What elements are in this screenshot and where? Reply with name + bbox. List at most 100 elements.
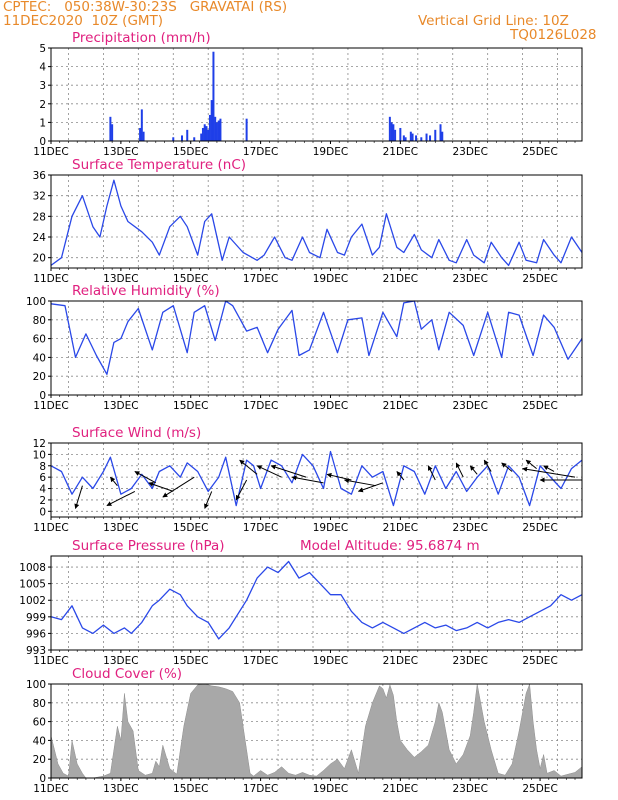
pres-xtick-label: 11DEC: [33, 655, 68, 667]
precip-ytick-label: 5: [39, 43, 46, 55]
temp-plot-area: [51, 175, 582, 268]
pres-title: Surface Pressure (hPa): [72, 538, 225, 554]
header-date: 11DEC2020 10Z (GMT): [3, 13, 164, 29]
precip-bar: [219, 118, 222, 141]
precip-panel: 0 1 2 3 4 5 11DEC 13DEC 15DEC 17DEC 19DEC 21DEC 23DE…: [33, 30, 583, 158]
wind-xtick-label: 11DEC: [33, 522, 68, 534]
wind-xtick-label: 25DEC: [522, 522, 557, 534]
precip-bar: [205, 126, 208, 141]
precip-bar: [142, 131, 145, 141]
temp-title: Surface Temperature (nC): [72, 157, 246, 173]
precip-bar: [181, 135, 184, 141]
pres-ytick-label: 1002: [19, 595, 46, 607]
model-altitude-label: Model Altitude: 95.6874 m: [300, 538, 480, 554]
precip-bar: [109, 116, 112, 141]
wind-wind-arrow: [74, 485, 83, 509]
wind-wind-arrow: [110, 476, 118, 487]
wind-wind-arrow: [543, 465, 555, 472]
cloud-ytick-label: 80: [33, 698, 46, 710]
wind-ytick-label: 2: [39, 495, 46, 507]
temp-ytick-label: 20: [33, 253, 46, 265]
precip-bar: [429, 135, 432, 141]
pres-xtick-label: 17DEC: [243, 655, 278, 667]
wind-wind-arrow: [291, 475, 324, 484]
precip-bar: [390, 122, 393, 141]
temp-ytick-label: 36: [33, 170, 47, 182]
precip-xtick-label: 11DEC: [33, 146, 68, 158]
precip-plot-area: [51, 48, 582, 141]
precip-title: Precipitation (mm/h): [72, 30, 211, 46]
header-grid-note: Vertical Grid Line: 10Z: [418, 13, 569, 29]
cloud-xtick-label: 15DEC: [173, 783, 208, 795]
temp-xtick-label: 25DEC: [522, 273, 557, 285]
wind-frame: [50, 442, 583, 518]
precip-bar: [420, 137, 423, 141]
cloud-xtick-label: 17DEC: [243, 783, 278, 795]
precip-frame: [50, 47, 583, 142]
wind-wind-arrow: [256, 465, 282, 478]
pres-series-line: [50, 560, 583, 640]
temp-xtick-label: 15DEC: [173, 273, 208, 285]
wind-wind-arrow: [162, 476, 195, 498]
precip-bar: [140, 109, 143, 141]
wind-title: Surface Wind (m/s): [72, 425, 201, 441]
wind-wind-arrow: [427, 465, 436, 481]
rh-frame: [50, 300, 583, 396]
precip-bar: [399, 127, 402, 141]
rh-ytick-label: 100: [26, 296, 46, 308]
wind-ytick-label: 4: [39, 484, 46, 496]
wind-wind-arrow: [343, 478, 376, 487]
rh-plot-area: [51, 301, 582, 395]
pres-ytick-label: 1008: [19, 562, 46, 574]
wind-wind-arrow: [270, 464, 307, 478]
precip-bar: [208, 114, 211, 141]
wind-wind-arrow: [148, 481, 174, 492]
cloud-frame: [50, 683, 583, 779]
pres-xtick-label: 25DEC: [522, 655, 557, 667]
temp-xtick-label: 23DEC: [452, 273, 487, 285]
pres-xtick-label: 13DEC: [103, 655, 138, 667]
rh-ytick-label: 20: [33, 371, 46, 383]
precip-ytick-label: 0: [39, 136, 46, 148]
header-location: CPTEC: 050:38W-30:23S GRAVATAI (RS): [3, 0, 288, 15]
temp-frame: [50, 174, 583, 269]
rh-xtick-label: 17DEC: [243, 400, 278, 412]
precip-bar: [409, 131, 412, 141]
rh-ytick-label: 40: [33, 352, 46, 364]
rh-title: Relative Humidity (%): [72, 283, 220, 299]
precip-xtick-label: 15DEC: [173, 146, 208, 158]
wind-xtick-label: 21DEC: [383, 522, 418, 534]
precip-bar: [172, 137, 175, 141]
temp-xtick-label: 13DEC: [103, 273, 138, 285]
pres-xtick-label: 23DEC: [452, 655, 487, 667]
cloud-xtick-label: 21DEC: [383, 783, 418, 795]
rh-xtick-label: 23DEC: [452, 400, 487, 412]
precip-bar: [439, 124, 442, 141]
cloud-title: Cloud Cover (%): [72, 666, 182, 682]
rh-xtick-label: 15DEC: [173, 400, 208, 412]
cloud-ytick-label: 60: [33, 717, 46, 729]
cloud-ytick-label: 0: [39, 773, 46, 785]
wind-ytick-label: 10: [33, 449, 46, 461]
precip-bar: [214, 116, 217, 141]
temp-ytick-label: 32: [33, 191, 46, 203]
temp-xtick-label: 19DEC: [313, 273, 348, 285]
cloud-ytick-label: 100: [26, 679, 46, 691]
precip-bar: [200, 133, 203, 141]
pres-ytick-label: 999: [26, 612, 46, 624]
precip-bar: [394, 129, 397, 141]
pres-plot-area: [51, 556, 582, 650]
precip-ytick-label: 3: [39, 80, 46, 92]
temp-ytick-label: 28: [33, 211, 46, 223]
precip-ytick-label: 4: [39, 62, 46, 74]
precip-bar: [193, 137, 196, 141]
wind-ytick-label: 8: [39, 461, 46, 473]
cloud-panel: 0 20 40 60 80 100 11DEC 13DEC 15DEC 17DEC 19DEC 21D…: [26, 666, 583, 795]
temp-xtick-label: 11DEC: [33, 273, 68, 285]
wind-wind-arrow: [235, 479, 248, 501]
wind-wind-arrow: [483, 459, 492, 472]
wind-wind-arrow: [204, 491, 213, 509]
precip-xtick-label: 21DEC: [383, 146, 418, 158]
cloud-ytick-label: 20: [33, 754, 46, 766]
precip-ytick-label: 2: [39, 99, 46, 111]
